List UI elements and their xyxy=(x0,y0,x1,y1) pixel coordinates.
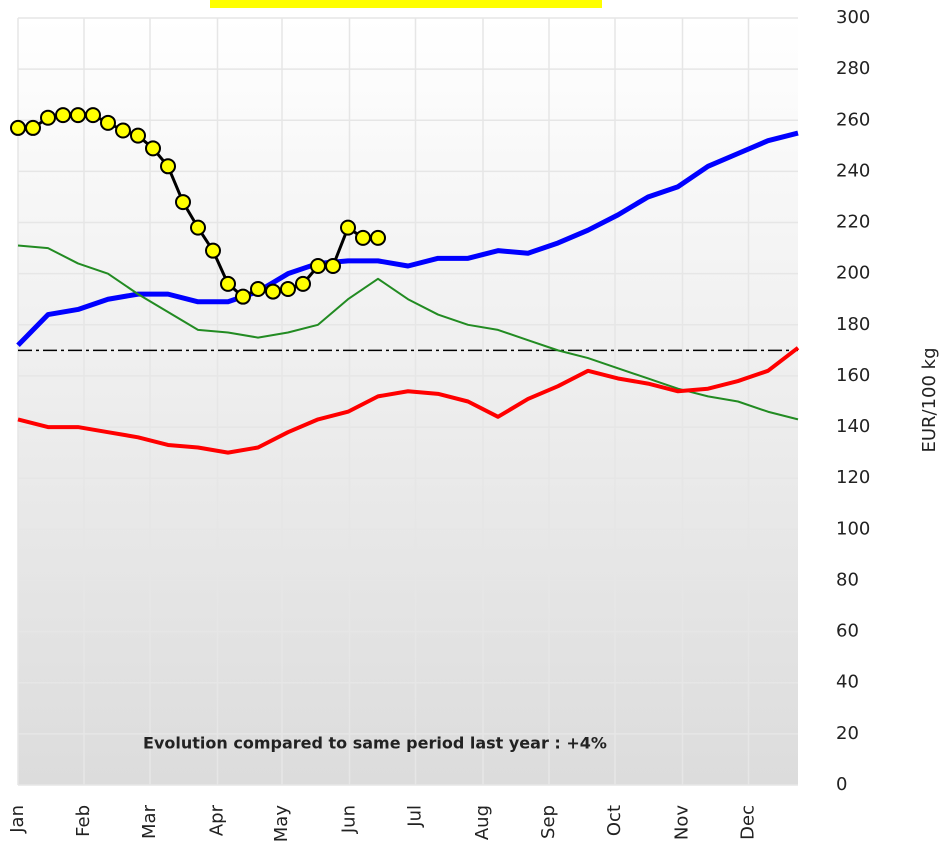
y-tick-label: 20 xyxy=(836,723,859,744)
point-marker xyxy=(85,107,101,124)
x-tick-label: Apr xyxy=(207,804,228,836)
point-marker xyxy=(130,127,146,144)
point-marker xyxy=(265,283,281,300)
point-marker xyxy=(310,257,326,274)
x-tick-label: Sep xyxy=(538,805,559,839)
y-tick-label: 60 xyxy=(836,621,859,642)
series-line xyxy=(17,244,799,421)
x-tick-label: Mar xyxy=(139,804,160,839)
point-marker xyxy=(355,229,371,246)
x-tick-label: Aug xyxy=(472,805,493,840)
point-marker xyxy=(295,275,311,292)
y-tick-label: 160 xyxy=(836,365,870,386)
y-tick-label: 260 xyxy=(836,109,870,130)
point-marker xyxy=(40,109,56,126)
point-marker xyxy=(100,114,116,131)
x-tick-label: Jul xyxy=(405,805,426,828)
x-tick-label: Jun xyxy=(339,805,360,834)
point-marker xyxy=(370,229,386,246)
title-box xyxy=(210,0,602,8)
x-tick-label: Dec xyxy=(738,805,759,840)
point-marker xyxy=(235,288,251,305)
point-marker xyxy=(160,158,176,175)
x-tick-label: Jan xyxy=(7,805,28,834)
point-marker xyxy=(145,140,161,157)
y-tick-label: 220 xyxy=(836,212,870,233)
point-marker xyxy=(340,219,356,236)
point-marker xyxy=(25,119,41,136)
y-tick-label: 140 xyxy=(836,416,870,437)
y-tick-label: 120 xyxy=(836,467,870,488)
point-marker xyxy=(115,122,131,139)
point-marker xyxy=(70,107,86,124)
point-marker xyxy=(175,194,191,211)
point-marker xyxy=(250,281,266,298)
point-marker xyxy=(325,257,341,274)
y-tick-label: 200 xyxy=(836,263,870,284)
point-marker xyxy=(10,119,26,136)
x-tick-label: Feb xyxy=(73,805,94,837)
point-marker xyxy=(280,281,296,298)
y-tick-label: 80 xyxy=(836,569,859,590)
point-marker xyxy=(55,107,71,124)
point-marker xyxy=(205,242,221,259)
y-axis-label: EUR/100 kg xyxy=(919,347,940,452)
series-line xyxy=(17,346,800,455)
series-line xyxy=(16,130,799,348)
point-marker xyxy=(220,275,236,292)
y-tick-label: 100 xyxy=(836,518,870,539)
y-tick-label: 40 xyxy=(836,672,859,693)
annotation: Evolution compared to same period last y… xyxy=(143,734,607,753)
y-tick-label: 280 xyxy=(836,58,870,79)
x-tick-label: Nov xyxy=(672,805,693,840)
y-tick-label: 180 xyxy=(836,314,870,335)
x-tick-label: Oct xyxy=(604,805,625,836)
y-tick-label: 0 xyxy=(836,774,847,795)
y-tick-label: 240 xyxy=(836,160,870,181)
x-tick-label: May xyxy=(271,805,292,843)
point-marker xyxy=(190,219,206,236)
y-tick-label: 300 xyxy=(836,7,870,28)
